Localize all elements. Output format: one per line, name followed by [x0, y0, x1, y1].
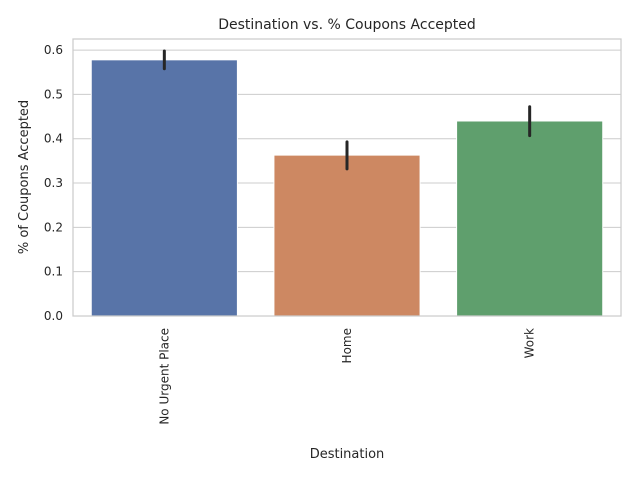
y-tick-label: 0.6 — [44, 43, 63, 57]
bar — [90, 59, 238, 317]
x-axis-label: Destination — [310, 447, 385, 462]
y-tick-label: 0.3 — [44, 176, 63, 190]
x-tick-labels: No Urgent Place Home Work — [157, 328, 536, 425]
chart-title: Destination vs. % Coupons Accepted — [218, 17, 476, 33]
x-tick-label: Work — [523, 328, 537, 358]
y-tick-label: 0.1 — [44, 265, 63, 279]
error-bars — [162, 49, 532, 171]
plot-frame — [72, 38, 622, 317]
y-tick-label: 0.2 — [44, 220, 63, 234]
y-tick-label: 0.4 — [44, 132, 63, 146]
x-tick-label: No Urgent Place — [157, 328, 171, 425]
y-tick-label: 0.0 — [44, 309, 63, 323]
y-tick-label: 0.5 — [44, 87, 63, 101]
y-axis-label: % of Coupons Accepted — [17, 100, 32, 254]
x-tick-label: Home — [340, 328, 354, 363]
y-tick-labels: 0.0 0.1 0.2 0.3 0.4 0.5 0.6 — [44, 43, 63, 323]
bar — [273, 154, 421, 317]
bar — [456, 120, 604, 317]
bars — [90, 59, 604, 317]
